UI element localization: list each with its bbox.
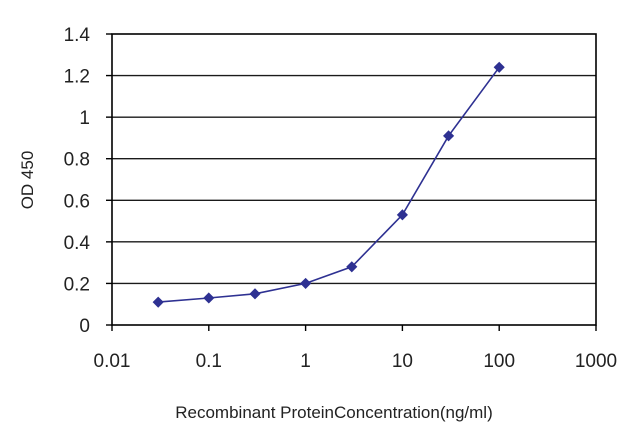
data-point-3 — [300, 277, 312, 289]
data-point-6 — [443, 130, 455, 142]
y-tick-label-5: 1 — [79, 108, 90, 129]
data-point-7 — [493, 61, 505, 73]
y-tick-label-2: 0.4 — [64, 233, 91, 254]
x-tick-label-3: 10 — [392, 351, 413, 372]
data-point-1 — [203, 292, 215, 304]
y-tick-label-3: 0.6 — [64, 191, 90, 212]
y-tick-label-6: 1.2 — [64, 67, 90, 88]
data-point-4 — [346, 261, 358, 273]
x-tick-label-0: 0.01 — [94, 351, 131, 372]
x-axis-ticks: 0.01 0.1 1 10 100 1000 — [94, 325, 617, 372]
data-point-0 — [152, 296, 164, 308]
x-tick-label-1: 0.1 — [196, 351, 222, 372]
x-axis-label: Recombinant ProteinConcentration(ng/ml) — [175, 403, 493, 422]
y-tick-label-0: 0 — [79, 316, 90, 337]
series-group — [152, 61, 505, 308]
y-axis-ticks: 0 0.2 0.4 0.6 0.8 1 1.2 1.4 — [64, 25, 112, 337]
data-point-5 — [396, 209, 408, 221]
y-tick-label-1: 0.2 — [64, 274, 90, 295]
y-tick-label-4: 0.8 — [64, 150, 90, 171]
series-line-0 — [158, 66, 500, 303]
data-point-2 — [249, 288, 261, 300]
y-axis-label: OD 450 — [18, 151, 37, 210]
x-tick-label-5: 1000 — [575, 351, 617, 372]
plot-area-frame — [111, 33, 597, 326]
grid-lines — [112, 74, 596, 285]
x-tick-label-4: 100 — [483, 351, 515, 372]
y-tick-label-7: 1.4 — [64, 25, 91, 46]
x-tick-label-2: 1 — [300, 351, 311, 372]
